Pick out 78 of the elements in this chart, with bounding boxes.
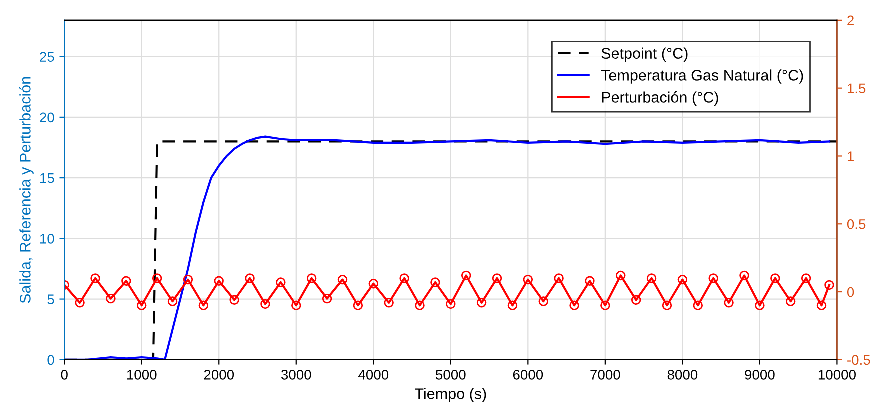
point [90,274,100,284]
point [770,274,780,284]
y-tick-label: 25 [40,52,54,62]
point [816,300,827,310]
point [353,300,364,310]
point [306,274,317,284]
point [824,280,834,290]
point [198,300,209,310]
y-tick-label: 10 [40,234,54,244]
point [786,296,796,306]
legend-label: Temperatura Gas Natural (°C) [601,70,804,84]
x-tick-label: 1000 [127,370,157,380]
point [214,276,224,286]
point [322,294,332,304]
y2-tick-label: 2 [848,16,854,26]
point [616,270,626,281]
point [430,278,440,288]
y-tick-label: 0 [48,355,54,366]
point [523,274,534,285]
point [724,298,734,308]
point [554,274,564,284]
point [368,279,379,289]
point [538,296,548,306]
point [570,300,580,310]
x-tick-label: 3000 [281,370,312,380]
point [183,274,194,285]
point [446,299,456,310]
point [508,300,518,310]
point [600,300,610,310]
legend-label: Perturbación (°C) [602,92,718,106]
point [662,300,672,310]
point [476,298,487,308]
point [384,298,394,308]
y2-tick-label: 0.5 [847,219,866,230]
y-tick-label: 15 [40,174,54,184]
y2-tick-label: -0.5 [848,355,870,366]
point [678,274,688,285]
point [492,274,502,284]
point [400,274,410,284]
x-tick-label: 9000 [745,370,775,380]
x-tick-label: 7000 [590,370,620,380]
point [75,298,85,308]
point [276,278,286,288]
y2-tick-label: 1.5 [848,84,866,94]
x-tick-label: 0 [61,370,68,380]
point [415,300,425,310]
point [245,274,255,284]
y2-tick-label: 0 [847,287,854,298]
point [740,270,750,281]
x-axis-title: Tiempo (s) [415,388,486,402]
x-tick-label: 4000 [358,370,389,380]
point [338,274,348,285]
point [631,295,642,306]
point [755,300,765,310]
point [708,274,718,284]
point [106,294,116,304]
point [585,276,595,286]
y-tick-label: 20 [40,112,54,123]
x-tick-label: 5000 [436,370,466,380]
x-tick-label: 2000 [204,370,234,380]
point [137,300,147,310]
point [168,296,178,306]
y-axis-title: Salida, Referencia y Perturbación [19,77,34,304]
point [693,300,703,310]
point [152,274,162,284]
y-tick-label: 5 [48,294,54,304]
point [292,300,302,310]
point [260,299,270,310]
x-tick-label: 10000 [818,370,856,380]
point [646,274,657,284]
x-tick-label: 8000 [668,370,698,380]
point [122,276,132,286]
point [801,274,812,284]
x-tick-label: 6000 [513,370,544,380]
point [461,270,472,281]
y2-tick-label: 1 [848,152,854,162]
legend-label: Setpoint (°C) [602,48,688,62]
point [230,295,240,306]
